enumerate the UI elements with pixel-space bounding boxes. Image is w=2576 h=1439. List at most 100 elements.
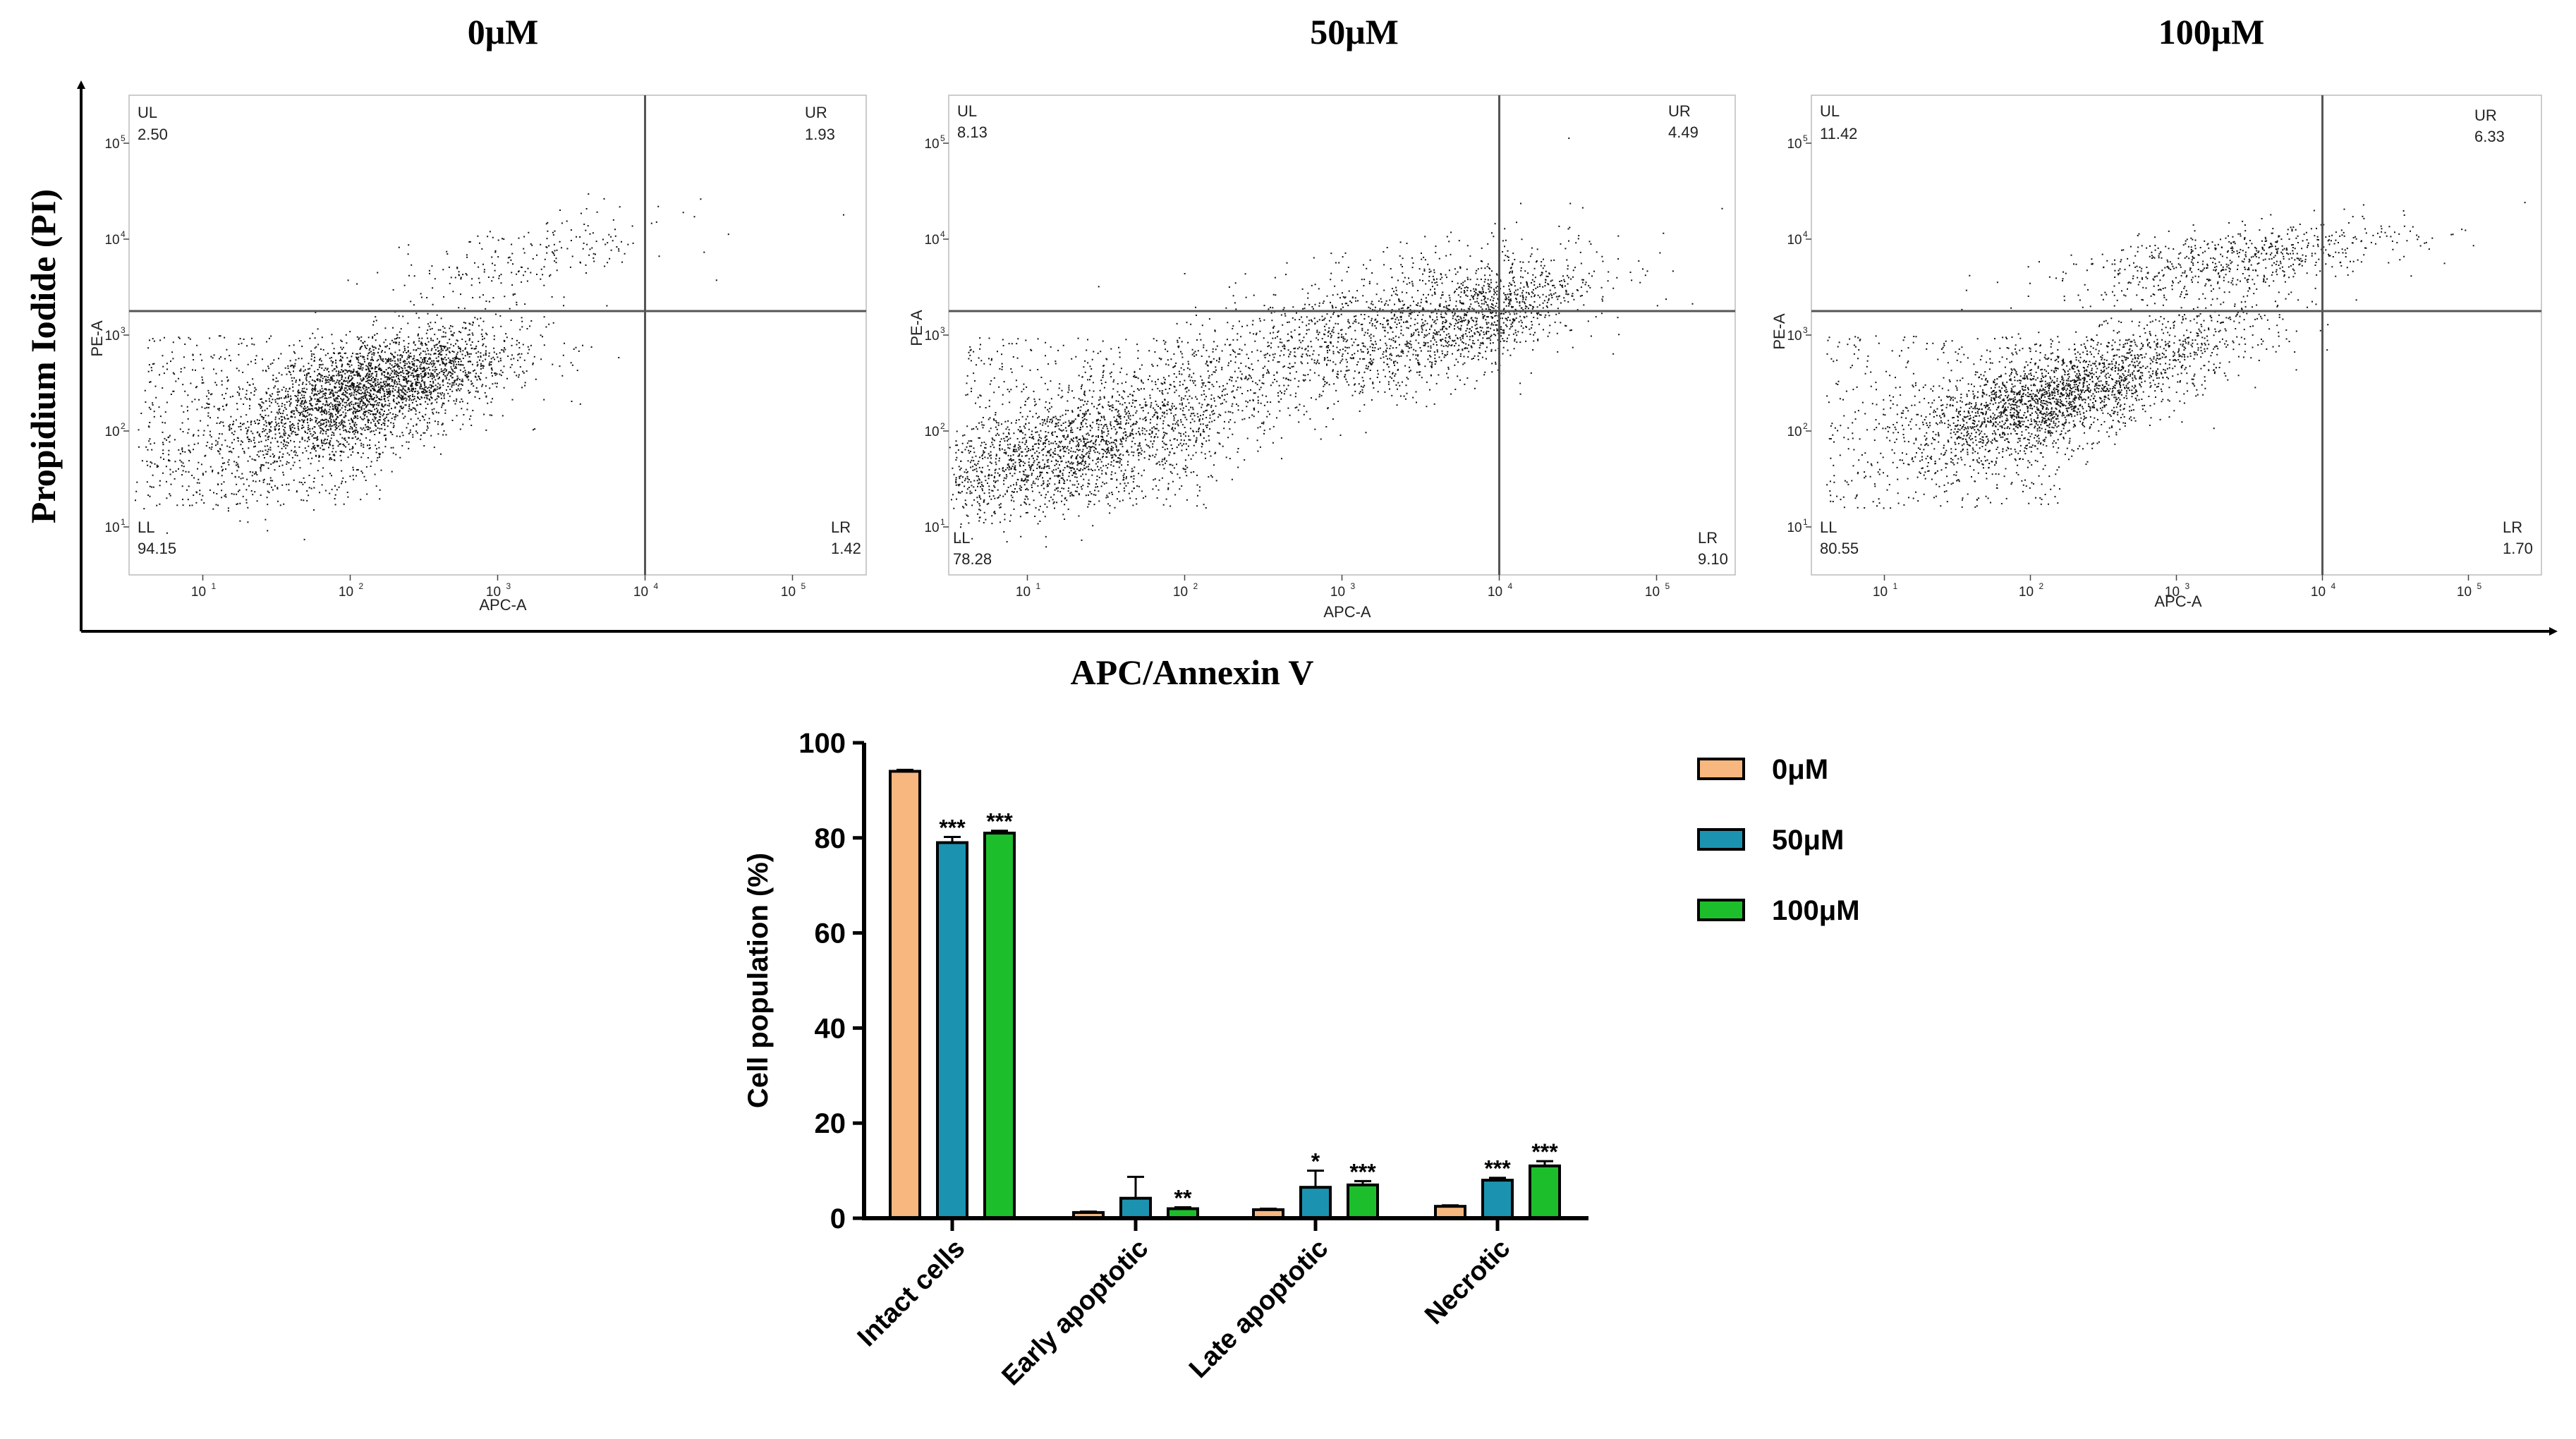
y-tick-label: 10	[104, 233, 119, 248]
y-tick-label: 10	[924, 329, 939, 344]
panel-1-ul-label: UL	[138, 104, 157, 121]
y-tick-exponent: 2	[121, 421, 126, 431]
y-tick-exponent: 3	[121, 325, 126, 335]
panel-3-dots	[1826, 202, 2526, 509]
x-tick-label: 10	[2311, 585, 2326, 600]
flow-y-axis-title: Propidium Iodide (PI)	[23, 189, 63, 523]
bar-y-ticks: 0 20 40 60 80 100	[798, 728, 864, 1234]
panel-2-lr-value: 9.10	[1698, 550, 1728, 568]
significance-label: **	[1174, 1185, 1192, 1210]
panel-2-ul-label: UL	[957, 102, 977, 120]
panel-1-dots	[135, 193, 844, 540]
event-dots	[135, 193, 844, 540]
x-tick-label: 10	[486, 585, 501, 600]
panel-3-lr-label: LR	[2503, 518, 2522, 536]
panel-2-ul-value: 8.13	[957, 123, 988, 141]
x-tick-exponent: 5	[2477, 581, 2482, 591]
y-tick-exponent: 4	[1803, 229, 1808, 239]
significance-label: ***	[1531, 1139, 1558, 1165]
flow-panel-3: 100μM 10 110 110 210 210 310 310 410 410 510 5 UL …	[1770, 12, 2542, 610]
bar	[889, 770, 921, 1220]
panel-3-ur-label: UR	[2474, 107, 2497, 124]
x-tick-exponent: 4	[1508, 581, 1513, 591]
bar-y-tick-label: 100	[798, 728, 846, 759]
y-tick-label: 10	[104, 137, 119, 152]
panel-3-ticks: 10 110 110 210 210 310 310 410 410 510 5	[1787, 133, 2481, 600]
x-tick-label: 10	[339, 585, 353, 600]
bar-y-tick-label: 60	[815, 918, 846, 949]
x-tick-label: 10	[1645, 585, 1660, 600]
x-tick-exponent: 1	[1893, 581, 1898, 591]
panel-2-lr-label: LR	[1698, 529, 1718, 547]
panel-3-frame	[1811, 95, 2542, 576]
y-tick-exponent: 3	[1803, 325, 1808, 335]
y-tick-exponent: 5	[940, 133, 945, 143]
panel-1-ul-value: 2.50	[138, 126, 168, 143]
event-dots	[949, 138, 1723, 548]
y-tick-exponent: 5	[1803, 133, 1808, 143]
panel-1-ur-label: UR	[805, 104, 827, 121]
x-tick-exponent: 5	[1665, 581, 1670, 591]
legend-label: 100μM	[1772, 895, 1860, 926]
panel-2-x-label: APC-A	[1323, 603, 1371, 621]
panel-3-ll-value: 80.55	[1820, 540, 1859, 557]
panel-1-x-label: APC-A	[479, 596, 527, 614]
y-tick-label: 10	[924, 521, 939, 535]
legend-label: 0μM	[1772, 754, 1828, 785]
category-label: Early apoptotic	[997, 1234, 1155, 1392]
panel-3-ur-value: 6.33	[2474, 128, 2505, 145]
category-label: Necrotic	[1419, 1234, 1516, 1330]
panel-3-plot: 10 110 110 210 210 310 310 410 410 510 5 UL 11.42 …	[1770, 95, 2542, 610]
panel-2-ll-value: 78.28	[953, 550, 992, 568]
y-tick-exponent: 1	[1803, 517, 1808, 527]
panel-2-ll-label: LL	[953, 529, 970, 547]
y-tick-label: 10	[1787, 137, 1802, 152]
x-tick-label: 10	[2165, 585, 2180, 600]
bar	[936, 841, 968, 1220]
x-tick-exponent: 3	[1351, 581, 1356, 591]
y-tick-label: 10	[104, 521, 119, 535]
legend-swatch	[1697, 828, 1745, 851]
significance-label: ***	[1484, 1156, 1511, 1182]
flow-panel-1: 0μM 10 110 110 210 210 310 310 410 410 510 5 UL 2.…	[88, 12, 867, 614]
y-tick-exponent: 5	[121, 133, 126, 143]
y-tick-exponent: 4	[121, 229, 126, 239]
panel-3-lr-value: 1.70	[2503, 540, 2533, 557]
panel-2-dots	[949, 138, 1723, 548]
category-label: Late apoptotic	[1184, 1234, 1334, 1384]
panel-1-ticks: 10 110 110 210 210 310 310 410 410 510 5	[104, 133, 806, 600]
y-tick-exponent: 1	[940, 517, 945, 527]
y-tick-label: 10	[104, 329, 119, 344]
bar-x-ticks: Intact cells Early apoptotic Late apoptoti…	[852, 1218, 1516, 1392]
significance-label: ***	[986, 809, 1013, 834]
panel-1-ll-value: 94.15	[138, 540, 176, 557]
y-tick-label: 10	[1787, 233, 1802, 248]
x-tick-label: 10	[1873, 585, 1888, 600]
category-label: Intact cells	[852, 1234, 971, 1353]
legend-swatch	[1697, 758, 1745, 780]
x-tick-exponent: 1	[1036, 581, 1041, 591]
y-tick-label: 10	[924, 425, 939, 439]
panel-3-ul-label: UL	[1820, 102, 1840, 120]
panel-1-ur-value: 1.93	[805, 126, 835, 143]
bar-y-tick-label: 20	[815, 1108, 846, 1139]
y-tick-label: 10	[1787, 329, 1802, 344]
event-dots	[1826, 202, 2526, 509]
bar	[1299, 1186, 1332, 1220]
significance-label: ***	[939, 815, 966, 840]
x-tick-label: 10	[1488, 585, 1502, 600]
x-tick-label: 10	[1330, 585, 1345, 600]
x-tick-exponent: 2	[1193, 581, 1198, 591]
y-tick-exponent: 3	[940, 325, 945, 335]
panel-3-ll-label: LL	[1820, 518, 1837, 536]
x-tick-label: 10	[191, 585, 206, 600]
x-tick-label: 10	[1016, 585, 1031, 600]
bar-y-tick-label: 40	[815, 1013, 846, 1044]
x-tick-exponent: 4	[2331, 581, 2336, 591]
flow-x-axis-title: APC/Annexin V	[1071, 652, 1314, 692]
y-tick-label: 10	[1787, 425, 1802, 439]
bar-legend: 0μM 50μM 100μM	[1697, 754, 1860, 926]
panel-1-y-label: PE-A	[88, 320, 106, 357]
x-tick-exponent: 3	[506, 581, 511, 591]
panel-2-ur-value: 4.49	[1668, 123, 1699, 141]
